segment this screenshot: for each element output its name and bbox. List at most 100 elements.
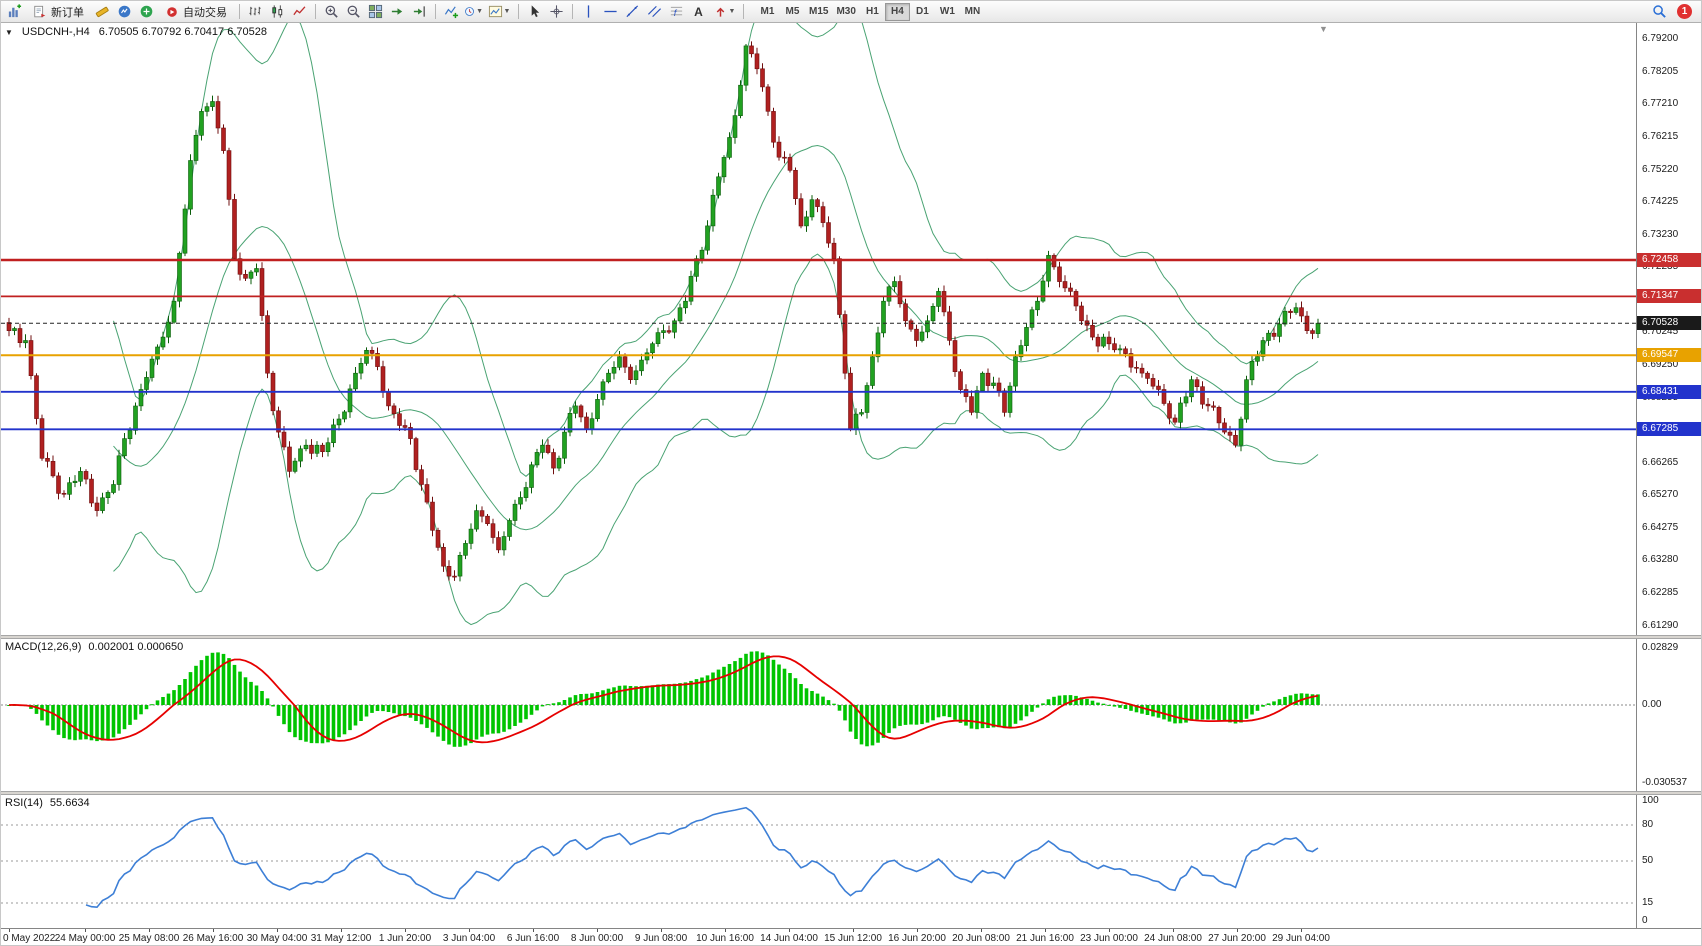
metaeditor-icon[interactable] (92, 2, 113, 21)
crosshair-icon[interactable] (546, 2, 567, 21)
rsi-axis-label: 15 (1642, 897, 1654, 908)
tile-windows-icon[interactable] (365, 2, 386, 21)
time-axis-label: 10 Jun 16:00 (696, 933, 754, 944)
price-axis-label: 6.66265 (1642, 456, 1679, 468)
price-tag: 6.68431 (1637, 384, 1701, 399)
new-chart-icon[interactable] (4, 2, 25, 21)
timeframe-m30-button[interactable]: M30 (832, 3, 859, 21)
macd-panel: MACD(12,26,9) 0.002001 0.000650 0.02829 0… (1, 639, 1701, 791)
time-axis-label: 1 Jun 20:00 (378, 933, 432, 944)
main-chart-plot[interactable]: ▼ USDCNH-,H4 6.70505 6.70792 6.70417 6.7… (1, 23, 1637, 635)
zoom-out-icon[interactable] (343, 2, 364, 21)
time-axis-label: 25 May 08:00 (118, 933, 180, 944)
arrows-tool-icon[interactable]: ▼ (710, 2, 738, 21)
timeframe-h4-button[interactable]: H4 (884, 2, 910, 21)
time-axis-label: 15 Jun 12:00 (824, 933, 882, 944)
channel-tool-icon[interactable] (644, 2, 665, 21)
panel-splitter[interactable] (1, 635, 1701, 639)
vertical-line-tool-icon[interactable] (578, 2, 599, 21)
auto-trading-button[interactable]: 自动交易 (158, 2, 234, 21)
timeframe-m5-button[interactable]: M5 (780, 3, 805, 21)
timeframe-w1-button[interactable]: W1 (935, 3, 960, 21)
time-axis-tick (85, 929, 86, 932)
text-tool-label: A (694, 4, 703, 19)
time-axis-tick (149, 929, 150, 932)
fibonacci-tool-icon[interactable]: f (666, 2, 687, 21)
data-window-icon[interactable] (136, 2, 157, 21)
time-axis-tick (9, 929, 10, 932)
periods-icon[interactable]: ▼ (463, 2, 484, 21)
price-tag: 6.72458 (1637, 253, 1701, 267)
chevron-down-icon: ▼ (503, 8, 511, 15)
horizontal-line-tool-icon[interactable] (600, 2, 621, 21)
candlestick-chart-icon[interactable] (267, 2, 288, 21)
symbol-timeframe-label: USDCNH-,H4 (21, 26, 90, 38)
trendline-tool-icon[interactable] (622, 2, 643, 21)
time-axis-label: 16 Jun 20:00 (888, 933, 946, 944)
templates-icon[interactable]: ▼ (485, 2, 513, 21)
time-axis-tick (1173, 929, 1174, 932)
price-axis-label: 6.65270 (1642, 489, 1679, 501)
new-order-button[interactable]: 新订单 (26, 2, 91, 21)
macd-values: 0.002001 0.000650 (88, 641, 184, 653)
time-axis-tick (341, 929, 342, 932)
time-axis-tick (533, 929, 534, 932)
toolbar-right-group: 1 (1649, 2, 1700, 21)
time-axis-tick (981, 929, 982, 932)
rsi-panel: RSI(14) 55.6634 100 80 50 15 0 (1, 795, 1701, 928)
macd-plot[interactable]: MACD(12,26,9) 0.002001 0.000650 (1, 639, 1637, 791)
toolbar-separator (435, 4, 436, 19)
time-axis-tick (469, 929, 470, 932)
panel-splitter[interactable] (1, 791, 1701, 795)
time-axis-tick (661, 929, 662, 932)
time-axis-label: 27 Jun 20:00 (1208, 933, 1266, 944)
time-axis-label: 0 May 2022 (3, 933, 56, 944)
auto-trading-icon (167, 6, 177, 17)
auto-scroll-icon[interactable] (387, 2, 408, 21)
chart-shift-icon[interactable] (409, 2, 430, 21)
time-axis-label: 21 Jun 16:00 (1016, 933, 1074, 944)
timeframe-mn-button[interactable]: MN (960, 3, 985, 21)
time-axis[interactable]: 0 May 2022 24 May 00:00 25 May 08:00 26 May… (1, 928, 1701, 945)
time-axis-label: 3 Jun 04:00 (442, 933, 496, 944)
time-axis-tick (917, 929, 918, 932)
price-axis-label: 6.79200 (1642, 33, 1679, 45)
bar-chart-icon[interactable] (245, 2, 266, 21)
symbol-dropdown-icon[interactable]: ▼ (5, 27, 13, 37)
time-axis-tick (725, 929, 726, 932)
timeframe-h1-button[interactable]: H1 (860, 3, 885, 21)
rsi-axis-label: 50 (1642, 855, 1654, 866)
notification-badge[interactable]: 1 (1677, 4, 1692, 19)
zoom-in-icon[interactable] (321, 2, 342, 21)
svg-text:f: f (674, 8, 678, 18)
chart-title: ▼ USDCNH-,H4 6.70505 6.70792 6.70417 6.7… (5, 26, 267, 38)
timeframe-m15-button[interactable]: M15 (805, 3, 832, 21)
rsi-value: 55.6634 (49, 797, 90, 809)
search-icon[interactable] (1649, 2, 1670, 21)
rsi-axis[interactable]: 100 80 50 15 0 (1637, 795, 1701, 928)
indicators-icon[interactable] (441, 2, 462, 21)
cursor-icon[interactable] (524, 2, 545, 21)
time-axis-tick (405, 929, 406, 932)
price-axis[interactable]: 6.79200 6.78205 6.77210 6.76215 6.75220 6.742… (1637, 23, 1701, 635)
price-tag: 6.71347 (1637, 289, 1701, 304)
timeframe-d1-button[interactable]: D1 (910, 3, 935, 21)
price-axis-label: 6.62285 (1642, 586, 1679, 598)
market-watch-icon[interactable] (114, 2, 135, 21)
time-axis-label: 26 May 16:00 (182, 933, 244, 944)
timeframe-m1-button[interactable]: M1 (755, 3, 780, 21)
text-tool-button[interactable]: A (688, 2, 709, 21)
rsi-axis-label: 0 (1642, 915, 1648, 926)
chart-shift-marker[interactable]: ▼ (1319, 24, 1328, 34)
macd-axis[interactable]: 0.02829 0.00 -0.030537 (1637, 639, 1701, 791)
main-chart-panel: ▼ USDCNH-,H4 6.70505 6.70792 6.70417 6.7… (1, 23, 1701, 635)
price-axis-label: 6.76215 (1642, 131, 1679, 143)
rsi-plot[interactable]: RSI(14) 55.6634 (1, 795, 1637, 928)
time-axis-tick (1301, 929, 1302, 932)
line-chart-icon[interactable] (289, 2, 310, 21)
chevron-down-icon: ▼ (476, 8, 483, 15)
toolbar-separator (315, 4, 316, 19)
time-axis-label: 29 Jun 04:00 (1272, 933, 1330, 944)
price-axis-label: 6.73230 (1642, 228, 1679, 240)
